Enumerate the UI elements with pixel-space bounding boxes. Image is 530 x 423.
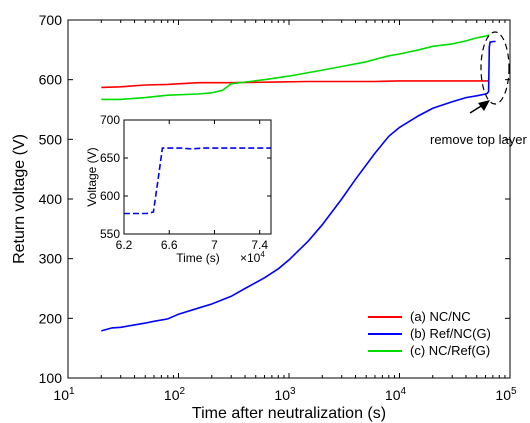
inset-x-tick-label: 7.4 <box>251 238 268 252</box>
y-tick-label: 400 <box>39 191 63 207</box>
x-tick-label-base: 10 <box>164 387 180 403</box>
inset-plot-area <box>124 120 271 234</box>
inset-series-line-0 <box>124 147 271 215</box>
y-tick-label: 100 <box>39 370 63 386</box>
x-tick-label-exp: 3 <box>290 386 296 397</box>
x-tick-label-base: 10 <box>385 387 401 403</box>
annotation-label: remove top layer <box>430 132 527 147</box>
series-line-1 <box>101 40 496 332</box>
inset-x-tick-label: 6.6 <box>161 238 178 252</box>
inset-y-axis: 550 600 650 700 <box>100 113 271 241</box>
inset-x-multiplier-base: ×10 <box>240 251 261 265</box>
y-axis-title: Return voltage (V) <box>11 134 28 264</box>
inset-plot-frame <box>123 119 272 235</box>
inset-x-multiplier: ×104 <box>240 250 265 265</box>
series-line-0 <box>101 80 490 89</box>
x-tick-label-base: 10 <box>495 387 511 403</box>
inset-chart: 6.2 6.6 7 7.4 550 600 650 700 Time (s) Voltage… <box>85 113 272 265</box>
x-tick-label-exp: 1 <box>69 386 75 397</box>
main-series-group <box>101 34 496 332</box>
x-tick-label: 104 <box>385 386 407 403</box>
annotation-arrowhead <box>478 100 490 111</box>
legend-label-c: (c) NC/Ref(G) <box>410 343 490 358</box>
annotation-group: remove top layer <box>430 31 527 147</box>
main-x-axis: 101 102 103 104 105 <box>53 20 517 403</box>
x-tick-label: 105 <box>495 386 517 403</box>
x-tick-label-exp: 4 <box>401 386 407 397</box>
inset-y-tick-label: 650 <box>100 151 120 165</box>
legend-label-a: (a) NC/NC <box>410 309 471 324</box>
legend-label-b: (b) Ref/NC(G) <box>410 326 491 341</box>
inset-series-group <box>124 147 271 215</box>
x-tick-label-base: 10 <box>274 387 290 403</box>
x-tick-label-exp: 5 <box>511 386 517 397</box>
inset-x-multiplier-exp: 4 <box>260 250 265 259</box>
x-tick-label: 102 <box>164 386 186 403</box>
inset-y-tick-label: 700 <box>100 113 120 127</box>
inset-y-axis-title: Voltage (V) <box>85 147 99 206</box>
inset-x-axis-title: Time (s) <box>176 251 220 265</box>
inset-y-tick-label: 550 <box>100 227 120 241</box>
x-tick-label-exp: 2 <box>180 386 186 397</box>
x-tick-label-base: 10 <box>53 387 69 403</box>
y-tick-label: 600 <box>39 72 63 88</box>
x-tick-label: 101 <box>53 386 75 403</box>
y-tick-label: 200 <box>39 310 63 326</box>
inset-x-tick-label: 6.2 <box>116 238 133 252</box>
series-line-2 <box>101 34 490 101</box>
annotation-ellipse <box>480 31 510 105</box>
inset-y-tick-label: 600 <box>100 189 120 203</box>
y-tick-label: 700 <box>39 12 63 28</box>
inset-x-tick-label: 7 <box>211 238 218 252</box>
y-tick-label: 300 <box>39 251 63 267</box>
x-axis-title: Time after neutralization (s) <box>192 405 386 422</box>
y-tick-label: 500 <box>39 131 63 147</box>
inset-x-axis: 6.2 6.6 7 7.4 <box>116 120 268 252</box>
legend: (a) NC/NC (b) Ref/NC(G) (c) NC/Ref(G) <box>363 307 504 361</box>
x-tick-label: 103 <box>274 386 296 403</box>
main-y-axis: 100 200 300 400 500 600 700 <box>39 12 510 386</box>
